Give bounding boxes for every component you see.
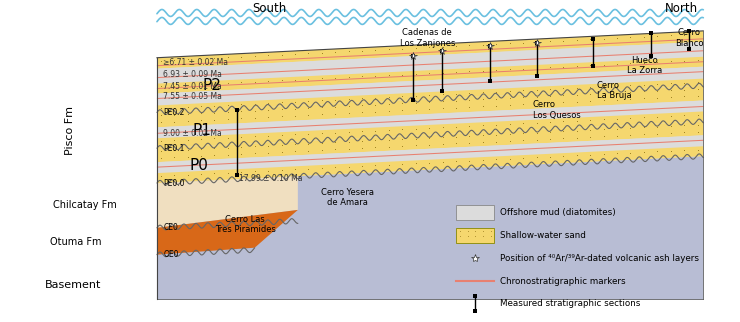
Text: 7.45 ± 0.01 Ma: 7.45 ± 0.01 Ma [163, 82, 221, 91]
Polygon shape [157, 152, 703, 299]
Polygon shape [157, 57, 703, 93]
Polygon shape [157, 67, 703, 106]
Text: 17.99 ± 0.10 Ma: 17.99 ± 0.10 Ma [239, 174, 303, 183]
Text: ≥6.71 ± 0.02 Ma: ≥6.71 ± 0.02 Ma [163, 58, 228, 67]
Text: Cerro
Blanco: Cerro Blanco [675, 28, 703, 48]
Polygon shape [157, 135, 703, 173]
Text: Otuma Fm: Otuma Fm [50, 237, 101, 247]
Polygon shape [157, 86, 703, 128]
Text: Cerro Las
Tres Piramides: Cerro Las Tres Piramides [215, 215, 275, 234]
Text: Position of ⁴⁰Ar/³⁹Ar-dated volcanic ash layers: Position of ⁴⁰Ar/³⁹Ar-dated volcanic ash… [500, 254, 699, 263]
Polygon shape [157, 210, 297, 255]
Text: 6.93 ± 0.09 Ma: 6.93 ± 0.09 Ma [163, 70, 221, 79]
Polygon shape [157, 111, 703, 148]
Polygon shape [157, 121, 703, 162]
Text: North: North [665, 3, 698, 15]
Polygon shape [157, 175, 297, 228]
Text: 9.00 ± 0.02 Ma: 9.00 ± 0.02 Ma [163, 129, 221, 138]
Text: P0: P0 [189, 158, 209, 173]
Text: Measured stratigraphic sections: Measured stratigraphic sections [500, 299, 641, 308]
Text: Cerro
Los Quesos: Cerro Los Quesos [533, 100, 580, 120]
Text: Cerro Yesera
de Amara: Cerro Yesera de Amara [321, 188, 374, 207]
Text: OE0: OE0 [164, 250, 179, 259]
Text: Offshore mud (diatomites): Offshore mud (diatomites) [500, 208, 616, 217]
Polygon shape [157, 31, 703, 183]
Text: Shallow-water sand: Shallow-water sand [500, 231, 586, 240]
Polygon shape [157, 79, 703, 112]
Text: South: South [252, 3, 286, 15]
Polygon shape [157, 42, 703, 84]
Bar [456, 228, 494, 243]
Text: Pisco Fm: Pisco Fm [64, 106, 75, 155]
Polygon shape [157, 100, 703, 138]
Text: P1: P1 [192, 123, 212, 138]
Text: Cadenas de
Los Zanjones: Cadenas de Los Zanjones [400, 28, 455, 48]
Text: PE0.1: PE0.1 [164, 144, 185, 153]
Text: CE0: CE0 [164, 223, 178, 232]
Text: Chronostratigraphic markers: Chronostratigraphic markers [500, 277, 626, 286]
Polygon shape [157, 31, 703, 69]
Text: PE0.0: PE0.0 [164, 179, 185, 187]
Text: Chilcatay Fm: Chilcatay Fm [53, 200, 117, 210]
Text: Basement: Basement [44, 279, 101, 289]
Text: 7.55 ± 0.05 Ma: 7.55 ± 0.05 Ma [163, 92, 221, 101]
Text: PE0.2: PE0.2 [164, 108, 185, 117]
Text: P2: P2 [202, 78, 221, 93]
Text: Hueco
La Zorra: Hueco La Zorra [628, 56, 662, 75]
Bar [456, 205, 494, 220]
Text: Cerro
La Bruja: Cerro La Bruja [597, 80, 631, 100]
Polygon shape [157, 146, 703, 183]
